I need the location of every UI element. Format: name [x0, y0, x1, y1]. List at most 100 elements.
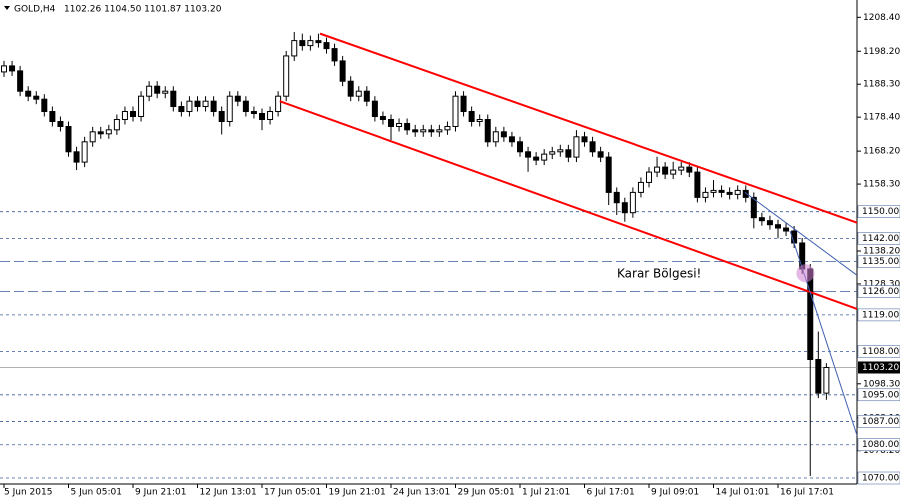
- x-tick-label: 9 Jul 09:01: [651, 488, 699, 498]
- x-tick-label: 16 Jul 17:01: [780, 488, 834, 498]
- candle-body: [89, 131, 96, 143]
- candle-body: [371, 100, 378, 118]
- candle-body: [259, 113, 265, 121]
- x-tick-label: 29 Jun 05:01: [458, 488, 515, 498]
- candle-body: [218, 111, 225, 122]
- candle-body: [605, 156, 612, 193]
- level-label: 1095.00: [862, 390, 899, 400]
- candle-body: [146, 85, 153, 97]
- level-label: 1142.00: [862, 234, 899, 244]
- candle-body: [307, 40, 314, 47]
- level-box: [857, 285, 900, 298]
- candle-body: [589, 141, 596, 153]
- level-box: [857, 205, 900, 218]
- level-label: 1150.00: [862, 207, 899, 217]
- level-box: [857, 308, 900, 322]
- candle-body: [73, 151, 80, 163]
- y-tick-label: 1188.30: [863, 80, 900, 90]
- candle-body: [718, 189, 725, 193]
- candle-body: [275, 95, 282, 113]
- candle-body: [113, 119, 120, 131]
- candle-body: [637, 181, 644, 193]
- candle-body: [299, 40, 306, 47]
- level-box: [857, 438, 900, 451]
- price-box: [858, 361, 900, 374]
- x-tick-label: 5 Jun 2015: [4, 488, 52, 498]
- candle-body: [396, 122, 403, 127]
- candle-body: [436, 129, 443, 133]
- x-tick-label: 17 Jun 05:01: [264, 488, 321, 498]
- candle-body: [17, 70, 24, 92]
- candle-body: [573, 136, 580, 158]
- price-label: 1103.20: [862, 363, 899, 373]
- candle-body: [105, 129, 112, 135]
- menu-icon: [4, 6, 10, 10]
- candle-body: [9, 65, 16, 72]
- candle-body: [710, 189, 717, 193]
- level-box: [857, 415, 900, 428]
- candle-body: [49, 111, 56, 122]
- x-tick-label: 19 Jun 21:01: [329, 488, 386, 498]
- candle-body: [525, 151, 532, 158]
- level-label: 1087.00: [862, 417, 899, 427]
- trendline: [789, 230, 857, 436]
- candle-body: [428, 129, 435, 133]
- annotation: Karar Bölgesi!: [617, 267, 701, 281]
- candle-body: [484, 119, 491, 143]
- candle-body: [750, 196, 757, 219]
- candle-body: [57, 120, 64, 127]
- candle-body: [234, 95, 241, 102]
- candle-body: [388, 119, 394, 127]
- ohlc-text: 1102.26 1104.50 1101.87 1103.20: [64, 5, 222, 15]
- candle-body: [154, 85, 161, 94]
- y-tick-label: 1138.20: [863, 246, 900, 256]
- candle-body: [646, 171, 652, 183]
- axes: 1208.40 1198.20 1188.30 1178.40 1168.20 1158.…: [3, 13, 900, 498]
- y-tick-label: 1208.40: [863, 13, 900, 23]
- candle-body: [283, 55, 290, 97]
- candle-body: [549, 151, 556, 155]
- candle-body: [613, 191, 620, 204]
- candle-body: [420, 129, 427, 133]
- candle-body: [347, 80, 354, 97]
- candle-body: [654, 166, 661, 173]
- trendline: [319, 32, 857, 224]
- y-tick-label: 1168.20: [863, 147, 900, 157]
- candle-body: [517, 141, 523, 153]
- level-box: [857, 388, 900, 402]
- level-box: [857, 471, 900, 485]
- candle-body: [226, 95, 233, 122]
- candle-body: [621, 202, 628, 214]
- candle-body: [339, 60, 346, 82]
- candle-body: [186, 100, 193, 113]
- candle-body: [726, 191, 733, 195]
- candle-body: [694, 171, 701, 198]
- candle-body: [250, 111, 257, 115]
- candle-body: [823, 366, 830, 394]
- candle-body: [444, 125, 451, 131]
- candle-body: [662, 166, 669, 175]
- candle-body: [379, 116, 386, 121]
- candle-body: [130, 111, 136, 118]
- candle-body: [242, 100, 249, 113]
- candle-body: [41, 98, 48, 113]
- candle-body: [815, 359, 822, 394]
- candle-body: [702, 191, 709, 198]
- plot: [0, 31, 857, 479]
- candle-body: [25, 90, 32, 97]
- candle-body: [686, 166, 693, 173]
- x-tick-label: 6 Jul 17:01: [587, 488, 635, 498]
- y-tick-label: 1078.20: [863, 446, 900, 456]
- level-label: 1135.00: [862, 257, 899, 267]
- level-box: [857, 345, 900, 358]
- candle-body: [670, 169, 677, 175]
- trendline: [279, 100, 857, 310]
- y-tick-label: 1178.40: [863, 113, 900, 123]
- candle-body: [581, 136, 588, 143]
- y-tick-label: 1158.30: [863, 180, 900, 190]
- candle-body: [734, 189, 741, 195]
- candle-body: [557, 149, 564, 153]
- x-tick-label: 24 Jun 13:01: [393, 488, 450, 498]
- x-tick-label: 1 Jul 21:01: [522, 488, 570, 498]
